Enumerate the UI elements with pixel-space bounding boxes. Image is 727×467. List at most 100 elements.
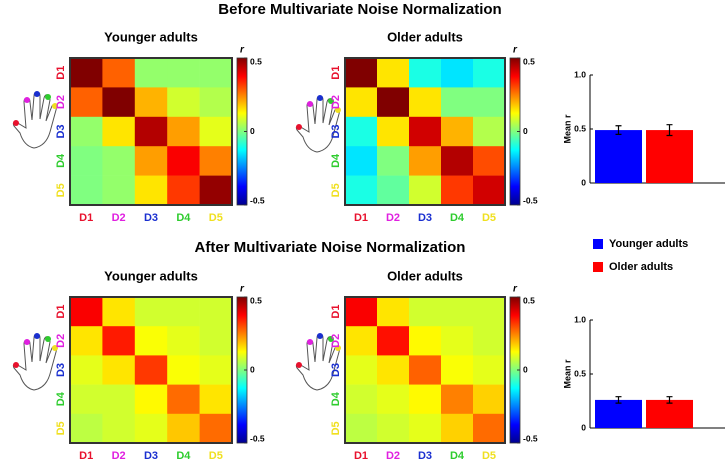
- heatmap-cell: [70, 146, 103, 176]
- heatmap-cell: [441, 355, 474, 385]
- y-axis-label: Mean r: [562, 359, 572, 389]
- row-label: D5: [55, 421, 67, 435]
- heatmap-cell: [70, 413, 103, 444]
- heatmap-cell: [473, 116, 506, 147]
- row-label: D2: [330, 334, 342, 348]
- heatmap-cell: [134, 326, 168, 356]
- heatmap-cell: [377, 326, 410, 356]
- column-label: D2: [112, 450, 126, 462]
- y-tick-label: 0.5: [574, 368, 586, 378]
- heatmap-cell: [345, 87, 378, 118]
- column-label: D3: [144, 212, 158, 224]
- row-label: D5: [55, 183, 67, 197]
- heatmap-cell: [377, 413, 410, 444]
- heatmap-cell: [199, 58, 233, 88]
- heatmap-cell: [441, 116, 474, 147]
- heatmap-cell: [377, 355, 410, 385]
- heatmap-cell: [473, 355, 506, 385]
- heatmap-cell: [409, 146, 442, 176]
- heatmap-cell: [167, 87, 200, 118]
- legend-label: Older adults: [609, 261, 673, 273]
- row-label: D4: [55, 153, 67, 168]
- heatmap-cell: [70, 87, 103, 118]
- row-label: D3: [55, 363, 67, 377]
- heatmap-cell: [199, 297, 233, 327]
- row-label: D2: [55, 334, 67, 348]
- heatmap-cell: [409, 58, 442, 88]
- legend-swatch: [593, 262, 603, 272]
- heatmap-cell: [199, 116, 233, 147]
- heatmap-cell: [102, 146, 136, 176]
- heatmap-cell: [134, 146, 168, 176]
- heatmap-cell: [409, 384, 442, 415]
- heatmap-cell: [377, 87, 410, 118]
- row-label: D4: [330, 391, 342, 406]
- column-label: D2: [386, 212, 400, 224]
- heatmap-cell: [473, 146, 506, 176]
- heatmap-cell: [345, 175, 378, 206]
- y-axis-label: Mean r: [562, 114, 572, 144]
- heatmap-cell: [167, 175, 200, 206]
- heatmap-cell: [102, 413, 136, 444]
- heatmap-cell: [134, 355, 168, 385]
- legend-swatch: [593, 239, 603, 249]
- column-label: D1: [354, 212, 368, 224]
- heatmap-title: Older adults: [387, 29, 463, 44]
- colorbar-label: r: [513, 284, 518, 295]
- heatmap-frame: [344, 296, 506, 444]
- colorbar-tick-label: 0.5: [250, 295, 262, 305]
- heatmap-cell: [70, 355, 103, 385]
- heatmap-cell: [377, 297, 410, 327]
- legend-label: Younger adults: [609, 238, 688, 250]
- y-tick-label: 0: [581, 177, 586, 187]
- heatmap-cell: [134, 87, 168, 118]
- heatmap-cell: [167, 384, 200, 415]
- heatmap-cell: [134, 116, 168, 147]
- column-label: D4: [176, 450, 191, 462]
- y-tick-label: 1.0: [574, 314, 586, 324]
- y-tick-label: 0: [581, 422, 586, 432]
- row-label: D5: [330, 421, 342, 435]
- heatmap-cell: [167, 355, 200, 385]
- heatmap-cell: [377, 116, 410, 147]
- heatmap-cell: [345, 355, 378, 385]
- column-label: D5: [482, 212, 496, 224]
- heatmap-cell: [102, 87, 136, 118]
- heatmap-cell: [167, 58, 200, 88]
- heatmap-cell: [441, 384, 474, 415]
- heatmap-cell: [134, 413, 168, 444]
- y-tick-label: 0.5: [574, 123, 586, 133]
- heatmap-cell: [102, 58, 136, 88]
- heatmap-cell: [409, 355, 442, 385]
- heatmap-cell: [102, 175, 136, 206]
- heatmap-cell: [199, 326, 233, 356]
- heatmap-cell: [167, 146, 200, 176]
- heatmap-cell: [345, 413, 378, 444]
- row-label: D3: [330, 124, 342, 138]
- bar: [595, 130, 642, 183]
- heatmap-cell: [70, 384, 103, 415]
- heatmap-cell: [377, 146, 410, 176]
- heatmap-cell: [441, 326, 474, 356]
- error-bar: [615, 125, 622, 135]
- heatmap-cell: [473, 297, 506, 327]
- heatmap-cell: [134, 384, 168, 415]
- row-label: D3: [55, 124, 67, 138]
- colorbar-tick-label: -0.5: [250, 433, 265, 443]
- error-bar: [615, 396, 622, 404]
- heatmap-cell: [102, 297, 136, 327]
- row-label: D4: [55, 391, 67, 406]
- heatmap-title: Younger adults: [104, 29, 198, 44]
- row-label: D4: [330, 153, 342, 168]
- column-label: D2: [112, 212, 126, 224]
- heatmap-cell: [167, 116, 200, 147]
- row-label: D1: [330, 66, 342, 80]
- colorbar-tick-label: 0: [250, 126, 255, 136]
- heatmap-cell: [70, 297, 103, 327]
- colorbar-tick-label: 0.5: [523, 56, 535, 66]
- heatmap-cell: [409, 413, 442, 444]
- heatmap-cell: [473, 87, 506, 118]
- heatmap-cell: [345, 384, 378, 415]
- column-label: D4: [450, 212, 465, 224]
- column-label: D3: [418, 450, 432, 462]
